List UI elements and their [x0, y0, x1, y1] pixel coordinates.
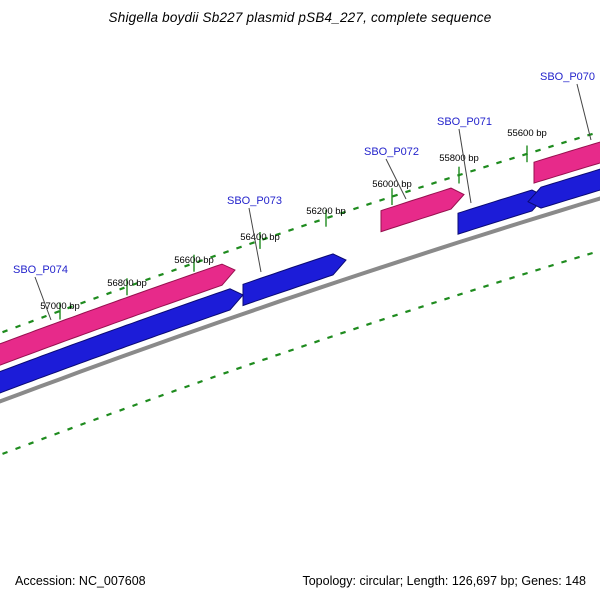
- ruler-labels: 55600 bp 55800 bp 56000 bp 56200 bp 5640…: [40, 128, 547, 312]
- gene-label-sbo-p072[interactable]: SBO_P072: [364, 146, 419, 158]
- gene-label-sbo-p074[interactable]: SBO_P074: [13, 264, 68, 276]
- map-labels-layer: 55600 bp 55800 bp 56000 bp 56200 bp 5640…: [13, 71, 595, 321]
- leader-line: [576, 83, 592, 141]
- ruler-label: 55800 bp: [439, 153, 479, 164]
- tick-ring-outer: [2, 132, 593, 334]
- ruler-label: 55600 bp: [507, 128, 547, 139]
- gene-label-sbo-p071[interactable]: SBO_P071: [437, 116, 492, 128]
- gene-arrow[interactable]: [0, 288, 244, 404]
- status-bar: Accession: NC_007608 Topology: circular;…: [15, 574, 586, 588]
- map-generated-layer: [0, 130, 600, 455]
- gene-arrow-sbo-p074[interactable]: [0, 263, 236, 376]
- sequence-title: Shigella boydii Sb227 plasmid pSB4_227, …: [108, 10, 492, 25]
- leader-line: [385, 158, 407, 200]
- backbone-arc: [0, 196, 600, 404]
- ruler-label: 56200 bp: [306, 206, 346, 217]
- leader-line: [34, 276, 52, 321]
- ruler-label: 56000 bp: [372, 179, 412, 190]
- topology-text: Topology: circular; Length: 126,697 bp; …: [302, 574, 586, 588]
- ruler-label: 56800 bp: [107, 278, 147, 289]
- leader-line: [458, 128, 472, 204]
- gene-arrow-sbo-p072[interactable]: [380, 187, 465, 233]
- ruler-label: 56600 bp: [174, 255, 214, 266]
- gene-label-sbo-p070[interactable]: SBO_P070: [540, 71, 595, 83]
- gene-label-sbo-p073[interactable]: SBO_P073: [227, 195, 282, 207]
- gene-leader-lines: [34, 83, 592, 321]
- ruler-label: 56400 bp: [240, 232, 280, 243]
- accession-text: Accession: NC_007608: [15, 574, 146, 588]
- leader-line: [248, 207, 262, 273]
- gene-arrow[interactable]: [527, 157, 600, 209]
- tick-ring-inner: [2, 251, 593, 455]
- gene-arrow-sbo-p073[interactable]: [242, 253, 347, 307]
- ruler-label: 57000 bp: [40, 301, 80, 312]
- ruler-major-ticks: [59, 145, 528, 320]
- gene-labels: SBO_P070 SBO_P071 SBO_P072 SBO_P073 SBO_…: [13, 71, 595, 276]
- gene-arrow-sbo-p070[interactable]: [533, 130, 600, 184]
